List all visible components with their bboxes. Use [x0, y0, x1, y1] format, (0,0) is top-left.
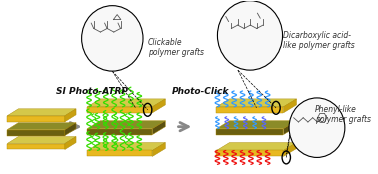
Polygon shape: [7, 123, 76, 130]
Polygon shape: [87, 121, 165, 129]
Text: Dicarboxylic acid-
like polymer grafts: Dicarboxylic acid- like polymer grafts: [282, 31, 354, 50]
Text: Clickable
polymer grafts: Clickable polymer grafts: [148, 38, 204, 57]
Text: SI Photo-ATRP: SI Photo-ATRP: [56, 88, 128, 96]
Polygon shape: [7, 144, 65, 149]
Polygon shape: [152, 99, 165, 113]
Polygon shape: [87, 99, 165, 107]
Polygon shape: [87, 107, 152, 113]
Polygon shape: [152, 121, 165, 135]
Polygon shape: [217, 99, 296, 107]
Polygon shape: [87, 129, 152, 135]
Polygon shape: [217, 107, 284, 113]
Polygon shape: [7, 130, 65, 136]
Polygon shape: [284, 121, 296, 135]
Polygon shape: [217, 143, 296, 151]
Circle shape: [289, 98, 345, 157]
Polygon shape: [65, 137, 76, 149]
Polygon shape: [217, 129, 284, 135]
Polygon shape: [7, 137, 76, 144]
Circle shape: [217, 1, 282, 70]
Polygon shape: [217, 121, 296, 129]
Text: Photo-Click: Photo-Click: [172, 88, 229, 96]
Polygon shape: [7, 109, 76, 116]
Polygon shape: [7, 116, 65, 122]
Polygon shape: [65, 123, 76, 136]
Polygon shape: [87, 143, 165, 151]
Polygon shape: [284, 143, 296, 156]
Text: Phenyl-like
polymer grafts: Phenyl-like polymer grafts: [315, 105, 371, 124]
Polygon shape: [284, 99, 296, 113]
Polygon shape: [217, 151, 284, 156]
Polygon shape: [65, 109, 76, 122]
Circle shape: [82, 6, 143, 71]
Polygon shape: [87, 151, 152, 156]
Polygon shape: [152, 143, 165, 156]
